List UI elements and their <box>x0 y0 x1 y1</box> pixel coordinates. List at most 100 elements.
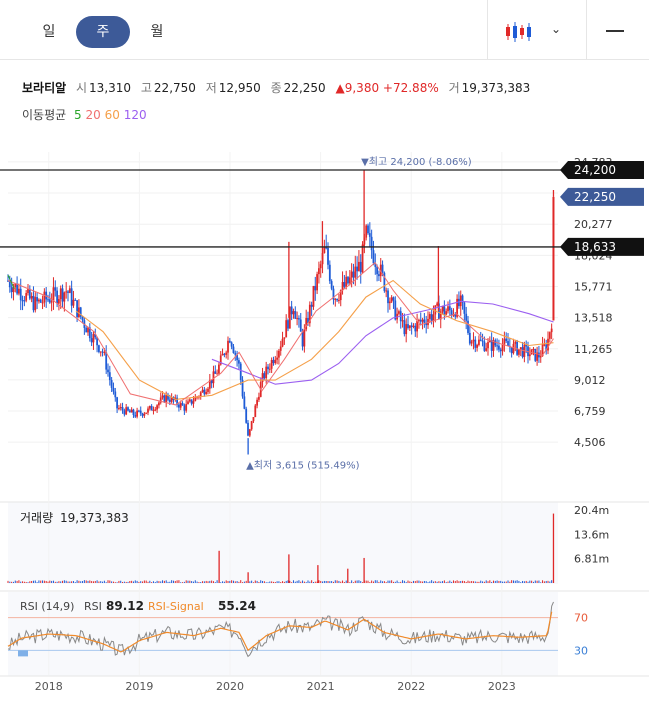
candle <box>63 292 66 302</box>
candle <box>258 396 260 400</box>
candle <box>156 405 158 410</box>
candle <box>339 290 342 301</box>
candle <box>218 364 220 374</box>
divider <box>487 0 488 60</box>
candle <box>190 399 193 404</box>
candle <box>348 277 351 284</box>
candle <box>103 352 106 354</box>
candle <box>539 356 542 358</box>
candle <box>234 352 237 355</box>
candle <box>288 306 291 329</box>
candle <box>505 338 508 342</box>
candle <box>387 290 389 304</box>
tab-daily[interactable]: 일 <box>42 24 56 40</box>
candle <box>548 332 551 339</box>
tab-monthly[interactable]: 월 <box>150 24 164 40</box>
candle <box>230 342 233 347</box>
open-value: 13,310 <box>89 81 132 95</box>
candle <box>254 405 257 418</box>
candle <box>281 338 284 347</box>
candle <box>125 407 128 415</box>
x-tick-label: 2018 <box>35 680 63 693</box>
ma120-legend[interactable]: 120 <box>123 108 147 122</box>
candle <box>256 399 258 406</box>
candle <box>47 299 49 301</box>
candle <box>405 324 408 335</box>
menu-icon[interactable] <box>606 30 624 32</box>
candle <box>48 299 51 303</box>
current-price-box <box>560 187 644 206</box>
candle <box>238 360 240 364</box>
ma5-legend[interactable]: 5 <box>74 108 82 122</box>
volume-value: 19,373,383 <box>60 511 129 525</box>
candle <box>310 304 313 307</box>
ma60-legend[interactable]: 60 <box>104 108 120 122</box>
candle <box>187 401 189 405</box>
candle <box>194 396 197 402</box>
rsi-signal-label: RSI-Signal <box>148 600 204 613</box>
candle <box>76 300 78 317</box>
candle <box>278 350 280 358</box>
candle <box>247 422 249 436</box>
y-tick-label: 9,012 <box>574 374 606 387</box>
candle <box>532 348 535 350</box>
tab-weekly[interactable]: 주 <box>76 16 130 48</box>
candle <box>268 368 271 370</box>
candle <box>367 225 369 234</box>
candle <box>358 261 360 272</box>
candle <box>170 397 173 402</box>
candle <box>116 397 118 409</box>
candle <box>232 346 235 353</box>
candle <box>501 344 504 352</box>
candle <box>267 366 269 370</box>
candle <box>368 233 371 237</box>
candle <box>479 339 482 341</box>
stock-chart[interactable]: 24,78322,53020,27718,02415,77113,51811,2… <box>0 130 649 705</box>
quote-summary: 보라티알 시 13,310 고 22,750 저 12,950 종 22,250 ▲9,… <box>22 79 536 96</box>
candle <box>416 320 419 332</box>
candle <box>283 337 286 339</box>
candle <box>359 261 362 273</box>
ma20-legend[interactable]: 20 <box>85 108 101 122</box>
candle <box>92 334 95 343</box>
candlestick-icon[interactable] <box>504 20 534 44</box>
candle <box>403 320 406 335</box>
candle <box>181 403 184 406</box>
candle <box>228 340 231 343</box>
candle <box>59 288 62 300</box>
rsi-signal-line <box>7 611 553 653</box>
candle <box>328 264 331 282</box>
candle <box>543 344 546 346</box>
moving-average-legend: 이동평균 5 20 60 120 <box>22 106 147 123</box>
candle <box>94 334 97 338</box>
candle <box>128 410 131 413</box>
candle <box>65 291 68 293</box>
candle <box>516 341 519 355</box>
candle <box>432 314 435 321</box>
volume-tick-label: 13.6m <box>574 528 609 541</box>
candle <box>7 280 9 282</box>
candle <box>203 389 206 395</box>
candle <box>134 414 137 417</box>
candle <box>410 325 413 327</box>
candle <box>261 373 264 383</box>
period-tabs: 일 주 월 ⌄ <box>0 0 649 60</box>
close-value: 22,250 <box>283 81 326 95</box>
candle <box>250 421 253 430</box>
candle <box>207 388 209 392</box>
candle <box>176 397 178 405</box>
rsi-value: 89.12 <box>106 599 144 613</box>
candle <box>114 391 117 398</box>
y-tick-label: 13,518 <box>574 312 613 325</box>
candle <box>514 341 517 344</box>
candle <box>456 298 459 317</box>
candle <box>38 299 40 302</box>
candle <box>503 338 506 345</box>
reference-label: 18,633 <box>574 240 616 254</box>
candle <box>121 407 124 411</box>
candle <box>158 402 160 406</box>
candle <box>392 297 395 301</box>
candle <box>276 357 278 360</box>
current-price-label: 22,250 <box>574 190 616 204</box>
chevron-down-icon[interactable]: ⌄ <box>551 22 562 36</box>
